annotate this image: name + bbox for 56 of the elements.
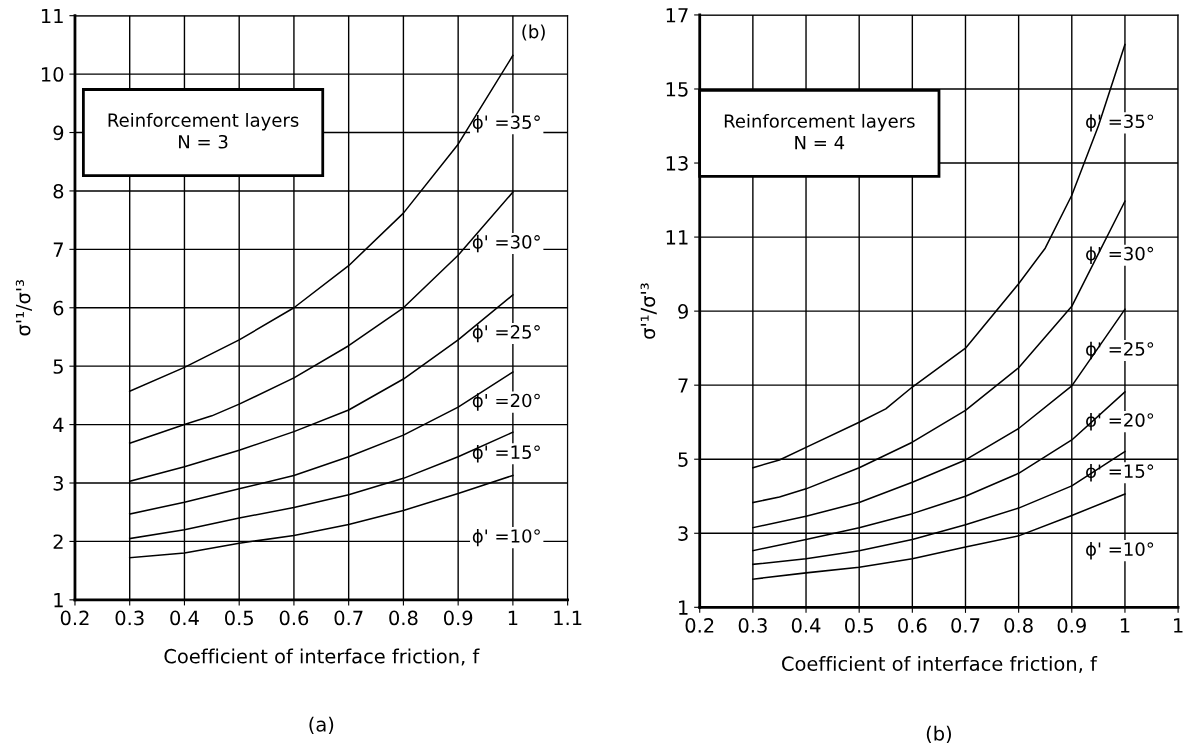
- x-tick-label: 0.2: [60, 610, 89, 626]
- annotation: (b): [522, 24, 545, 41]
- y-tick-label: 7: [53, 242, 63, 257]
- series-label: ϕ' =25°: [472, 324, 540, 343]
- y-tick-label: 5: [53, 359, 63, 374]
- series-label: ϕ' =30°: [472, 234, 540, 253]
- x-tick-label: 0.7: [334, 610, 363, 626]
- x-tick-label: 0.6: [898, 618, 927, 633]
- x-tick-label: 0.6: [279, 610, 309, 626]
- y-tick-label: 15: [666, 82, 688, 97]
- x-axis-title: Coefficient of interface friction, f: [164, 648, 480, 666]
- annotation: Reinforcement layers N = 3: [108, 112, 299, 149]
- x-tick-label: 0.3: [115, 610, 144, 626]
- y-tick-label: 2: [53, 534, 63, 549]
- y-tick-label: 13: [666, 155, 688, 171]
- y-tick-label: 7: [678, 378, 688, 393]
- y-axis-title: σ'¹/σ'³: [640, 283, 657, 339]
- y-tick-label: 10: [41, 67, 64, 82]
- x-axis-title: Coefficient of interface friction, f: [782, 655, 1098, 674]
- y-tick-label: 3: [678, 526, 688, 541]
- x-tick-label: 0.7: [951, 618, 980, 633]
- x-tick-label: 0.2: [685, 618, 714, 633]
- x-tick-label: 0.4: [791, 618, 821, 633]
- y-tick-label: 3: [53, 475, 63, 491]
- text: (b): [926, 725, 951, 744]
- x-tick-label: 0.4: [170, 610, 199, 626]
- y-tick-label: 8: [53, 183, 64, 199]
- text: ϕ' =10°: [472, 528, 540, 547]
- x-tick-label: 1: [508, 610, 518, 626]
- y-tick-label: 6: [53, 300, 64, 316]
- y-tick-label: 9: [53, 125, 64, 141]
- y-tick-label: 1: [679, 600, 688, 615]
- y-tick-label: 1: [54, 593, 63, 608]
- x-tick-label: 1: [1120, 618, 1130, 633]
- x-tick-label: 1.1: [554, 610, 582, 626]
- series-label: ϕ' =35°: [472, 115, 540, 133]
- x-tick-label: 0.9: [1057, 618, 1086, 633]
- y-tick-label: 17: [666, 8, 688, 23]
- x-tick-label: 0.8: [1004, 618, 1033, 633]
- x-tick-label: 0.5: [225, 610, 253, 626]
- series-label: ϕ' =15°: [472, 445, 540, 463]
- x-tick-label: 0.8: [389, 610, 418, 626]
- y-tick-label: 9: [678, 304, 688, 319]
- series-label: ϕ' =20°: [472, 393, 540, 411]
- text: (a): [309, 716, 334, 735]
- y-tick-label: 11: [41, 8, 63, 24]
- x-tick-label: 0.3: [738, 618, 767, 633]
- x-tick-label: 0.5: [845, 618, 873, 633]
- y-axis-title: σ'¹/σ'³: [15, 280, 33, 336]
- y-tick-label: 4: [53, 417, 64, 432]
- x-tick-label: 1: [1174, 618, 1183, 633]
- y-tick-label: 11: [666, 230, 688, 245]
- series-label: ϕ' =10°: [1086, 541, 1154, 560]
- annotation: Reinforcement layers N = 4: [724, 113, 915, 150]
- y-tick-label: 5: [678, 452, 688, 467]
- x-tick-label: 0.9: [443, 610, 473, 626]
